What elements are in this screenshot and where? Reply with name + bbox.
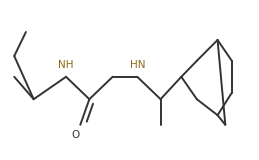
Text: HN: HN bbox=[130, 60, 145, 70]
Text: NH: NH bbox=[58, 60, 74, 70]
Text: O: O bbox=[71, 130, 80, 140]
